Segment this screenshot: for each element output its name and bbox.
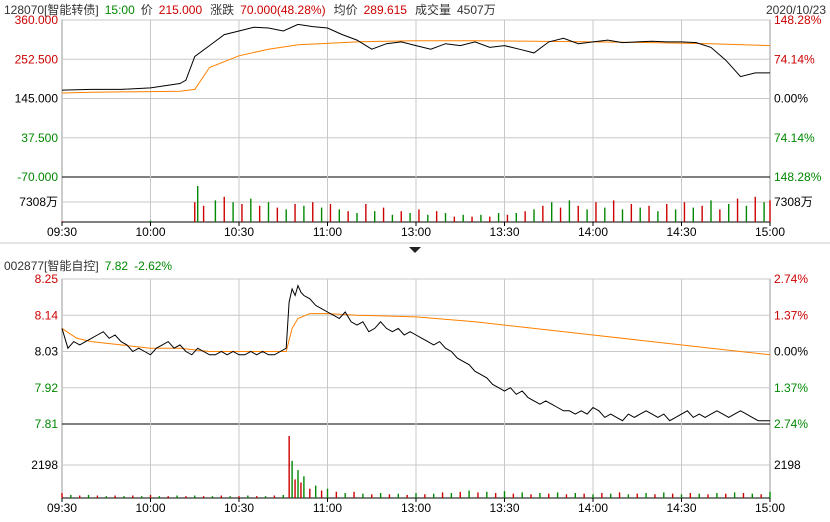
top-right-tick-2: 0.00% (774, 92, 808, 106)
top-avg: 289.615 (364, 3, 408, 17)
top-change: 70.000(48.28%) (240, 3, 325, 17)
top-right-tick-3: 74.14% (774, 131, 815, 145)
top-change-label: 涨跌 (210, 2, 234, 17)
bottom-time-label-0: 09:30 (47, 501, 77, 515)
top-time-label-7: 14:30 (666, 225, 696, 239)
bottom-vol-left-label: 2198 (31, 458, 58, 472)
bottom-time-label-5: 13:30 (489, 501, 519, 515)
top-time-label-6: 14:00 (578, 225, 608, 239)
top-time-label-1: 10:00 (135, 225, 165, 239)
top-left-tick-2: 145.000 (15, 92, 59, 106)
bottom-avg-price-line (61, 313, 771, 356)
top-left-tick-0: 360.000 (15, 13, 59, 27)
bottom-left-tick-3: 7.92 (35, 381, 59, 395)
bottom-time-label-2: 10:30 (224, 501, 254, 515)
top-vol-right-label: 7308万 (774, 195, 813, 209)
bottom-price-line (61, 284, 770, 422)
bottom-change: -2.62% (134, 259, 172, 273)
top-left-tick-1: 252.500 (15, 52, 59, 66)
bottom-time-label-3: 11:00 (313, 501, 342, 515)
bottom-time-label-6: 14:00 (578, 501, 608, 515)
bottom-vol-right-label: 2198 (774, 458, 801, 472)
bottom-time-label-8: 15:00 (755, 501, 785, 515)
top-left-tick-4: -70.000 (17, 170, 58, 184)
bottom-left-tick-4: 7.81 (35, 417, 59, 431)
top-time-label-5: 13:30 (489, 225, 519, 239)
bottom-right-tick-0: 2.74% (774, 272, 808, 286)
bottom-right-tick-2: 0.00% (774, 345, 808, 359)
triangle-down-icon[interactable] (409, 247, 421, 253)
bottom-time-label-1: 10:00 (135, 501, 165, 515)
top-time-label-3: 11:00 (313, 225, 342, 239)
top-time-label-4: 13:00 (401, 225, 431, 239)
bottom-code-name: 002877[智能自控] (4, 258, 99, 273)
bottom-left-tick-1: 8.14 (35, 308, 59, 322)
bottom-right-tick-4: 2.74% (774, 417, 808, 431)
top-volume-label: 成交量 (415, 2, 451, 17)
top-avg-price-line (61, 40, 771, 94)
top-time-label-0: 09:30 (47, 225, 77, 239)
top-right-tick-0: 148.28% (774, 13, 822, 27)
bottom-right-tick-3: 1.37% (774, 381, 808, 395)
top-right-tick-1: 74.14% (774, 52, 815, 66)
bottom-right-tick-1: 1.37% (774, 308, 808, 322)
top-vol-left-label: 7308万 (19, 195, 58, 209)
bottom-time-label-4: 13:00 (401, 501, 431, 515)
bottom-header: 002877[智能自控] 7.82 -2.62% (4, 258, 172, 273)
top-header: 128070[智能转债] 15:00 价 215.000 涨跌 70.000(48.28%… (4, 2, 496, 17)
top-price-label: 价 (141, 3, 153, 17)
top-time: 15:00 (105, 3, 135, 17)
top-avg-label: 均价 (334, 3, 358, 17)
top-volume: 4507万 (457, 3, 496, 17)
top-price-line (61, 23, 770, 91)
date-label: 2020/10/23 (766, 3, 826, 17)
top-left-tick-3: 37.500 (21, 131, 58, 145)
top-time-label-2: 10:30 (224, 225, 254, 239)
bottom-price: 7.82 (105, 259, 129, 273)
top-right-tick-4: 148.28% (774, 170, 822, 184)
bottom-time-label-7: 14:30 (666, 501, 696, 515)
bottom-left-tick-0: 8.25 (35, 272, 59, 286)
top-code-name: 128070[智能转债] (4, 2, 99, 17)
top-time-label-8: 15:00 (755, 225, 785, 239)
bottom-left-tick-2: 8.03 (35, 345, 59, 359)
top-price: 215.000 (159, 3, 203, 17)
